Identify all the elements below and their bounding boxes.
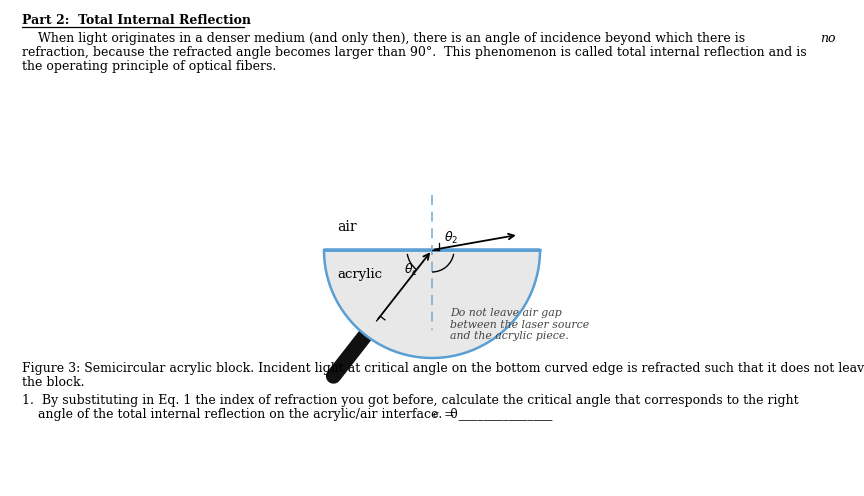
Text: Do not leave air gap
between the laser source
and the acrylic piece.: Do not leave air gap between the laser s… [450, 308, 589, 341]
Text: Figure 3: Semicircular acrylic block. Incident light at critical angle on the bo: Figure 3: Semicircular acrylic block. In… [22, 362, 864, 375]
Text: the operating principle of optical fibers.: the operating principle of optical fiber… [22, 60, 276, 73]
Text: the block.: the block. [22, 376, 85, 389]
Text: acrylic: acrylic [337, 268, 382, 281]
Text: $\theta_c$: $\theta_c$ [404, 262, 418, 278]
Text: $\theta_2$: $\theta_2$ [444, 230, 458, 246]
Text: angle of the total internal reflection on the acrylic/air interface.  θ: angle of the total internal reflection o… [22, 408, 458, 421]
Text: no: no [820, 32, 835, 45]
Text: air: air [337, 220, 357, 234]
Text: Part 2:  Total Internal Reflection: Part 2: Total Internal Reflection [22, 14, 251, 27]
Text: = _______________: = _______________ [440, 408, 552, 421]
Text: refraction, because the refracted angle becomes larger than 90°.  This phenomeno: refraction, because the refracted angle … [22, 46, 807, 59]
Text: c: c [433, 410, 439, 419]
Text: 1.  By substituting in Eq. 1 the index of refraction you got before, calculate t: 1. By substituting in Eq. 1 the index of… [22, 394, 798, 407]
Text: When light originates in a denser medium (and only then), there is an angle of i: When light originates in a denser medium… [22, 32, 749, 45]
Polygon shape [324, 250, 540, 358]
